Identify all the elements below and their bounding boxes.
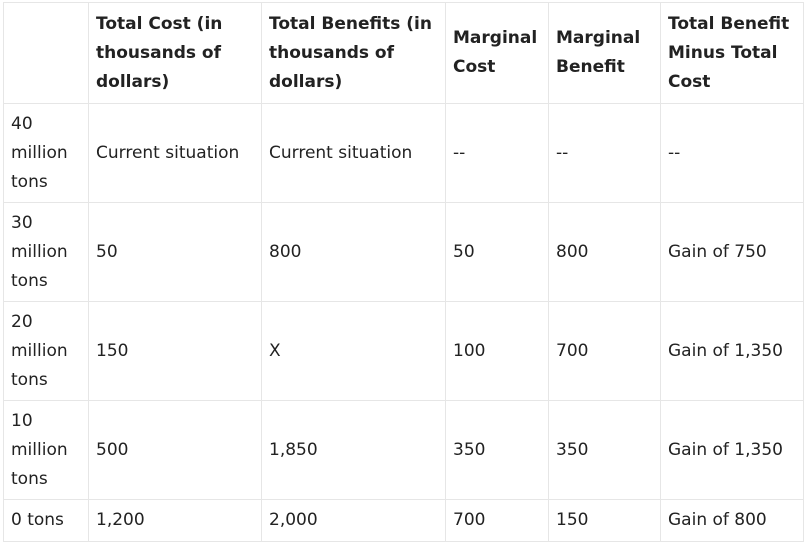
row-label: 10 million tons xyxy=(3,400,89,500)
table-row: 20 million tons 150 X 100 700 Gain of 1,… xyxy=(3,301,804,401)
header-marginal-cost: Marginal Cost xyxy=(445,2,549,104)
total-benefits-cell: X xyxy=(261,301,446,401)
net-gain-cell: Gain of 800 xyxy=(660,499,804,542)
net-gain-cell: Gain of 1,350 xyxy=(660,400,804,500)
table-row: 10 million tons 500 1,850 350 350 Gain o… xyxy=(3,400,804,500)
marginal-cost-cell: 100 xyxy=(445,301,549,401)
header-net-gain: Total Benefit Minus Total Cost xyxy=(660,2,804,104)
total-benefits-cell: 1,850 xyxy=(261,400,446,500)
marginal-cost-cell: 350 xyxy=(445,400,549,500)
header-row: Total Cost (in thousands of dollars) Tot… xyxy=(3,2,804,104)
total-cost-cell: 500 xyxy=(88,400,262,500)
cost-benefit-table: Total Cost (in thousands of dollars) Tot… xyxy=(3,2,804,542)
total-benefits-cell: Current situation xyxy=(261,103,446,203)
net-gain-cell: Gain of 1,350 xyxy=(660,301,804,401)
total-benefits-cell: 800 xyxy=(261,202,446,302)
marginal-cost-cell: -- xyxy=(445,103,549,203)
marginal-cost-cell: 700 xyxy=(445,499,549,542)
total-cost-cell: Current situation xyxy=(88,103,262,203)
net-gain-cell: Gain of 750 xyxy=(660,202,804,302)
header-marginal-benefit: Marginal Benefit xyxy=(548,2,661,104)
row-label: 40 million tons xyxy=(3,103,89,203)
table-row: 40 million tons Current situation Curren… xyxy=(3,103,804,203)
total-cost-cell: 150 xyxy=(88,301,262,401)
total-cost-cell: 1,200 xyxy=(88,499,262,542)
total-benefits-cell: 2,000 xyxy=(261,499,446,542)
marginal-benefit-cell: -- xyxy=(548,103,661,203)
table-row: 0 tons 1,200 2,000 700 150 Gain of 800 xyxy=(3,499,804,542)
marginal-benefit-cell: 800 xyxy=(548,202,661,302)
table-row: 30 million tons 50 800 50 800 Gain of 75… xyxy=(3,202,804,302)
marginal-benefit-cell: 350 xyxy=(548,400,661,500)
header-total-benefits: Total Benefits (in thousands of dollars) xyxy=(261,2,446,104)
marginal-cost-cell: 50 xyxy=(445,202,549,302)
marginal-benefit-cell: 150 xyxy=(548,499,661,542)
row-label: 0 tons xyxy=(3,499,89,542)
header-total-cost: Total Cost (in thousands of dollars) xyxy=(88,2,262,104)
row-label: 30 million tons xyxy=(3,202,89,302)
total-cost-cell: 50 xyxy=(88,202,262,302)
marginal-benefit-cell: 700 xyxy=(548,301,661,401)
row-label: 20 million tons xyxy=(3,301,89,401)
header-blank xyxy=(3,2,89,104)
net-gain-cell: -- xyxy=(660,103,804,203)
